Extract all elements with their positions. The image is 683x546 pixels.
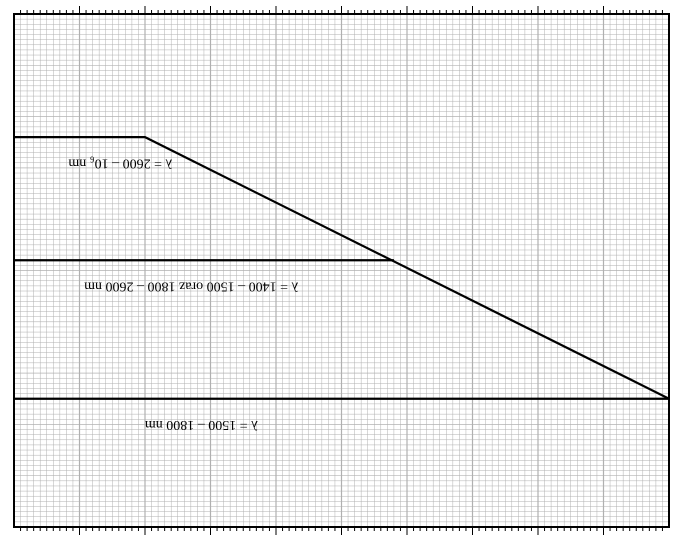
chart-svg: λ = 2600 – 10₆ nm λ = 1400 – 1500 oraz 18… xyxy=(0,0,683,541)
chart-container: λ = 2600 – 10₆ nm λ = 1400 – 1500 oraz 18… xyxy=(0,0,683,541)
label-top: λ = 2600 – 10₆ nm xyxy=(68,156,172,171)
label-bottom: λ = 1500 – 1800 nm xyxy=(145,417,258,432)
label-mid: λ = 1400 – 1500 oraz 1800 – 2600 nm xyxy=(84,279,298,294)
